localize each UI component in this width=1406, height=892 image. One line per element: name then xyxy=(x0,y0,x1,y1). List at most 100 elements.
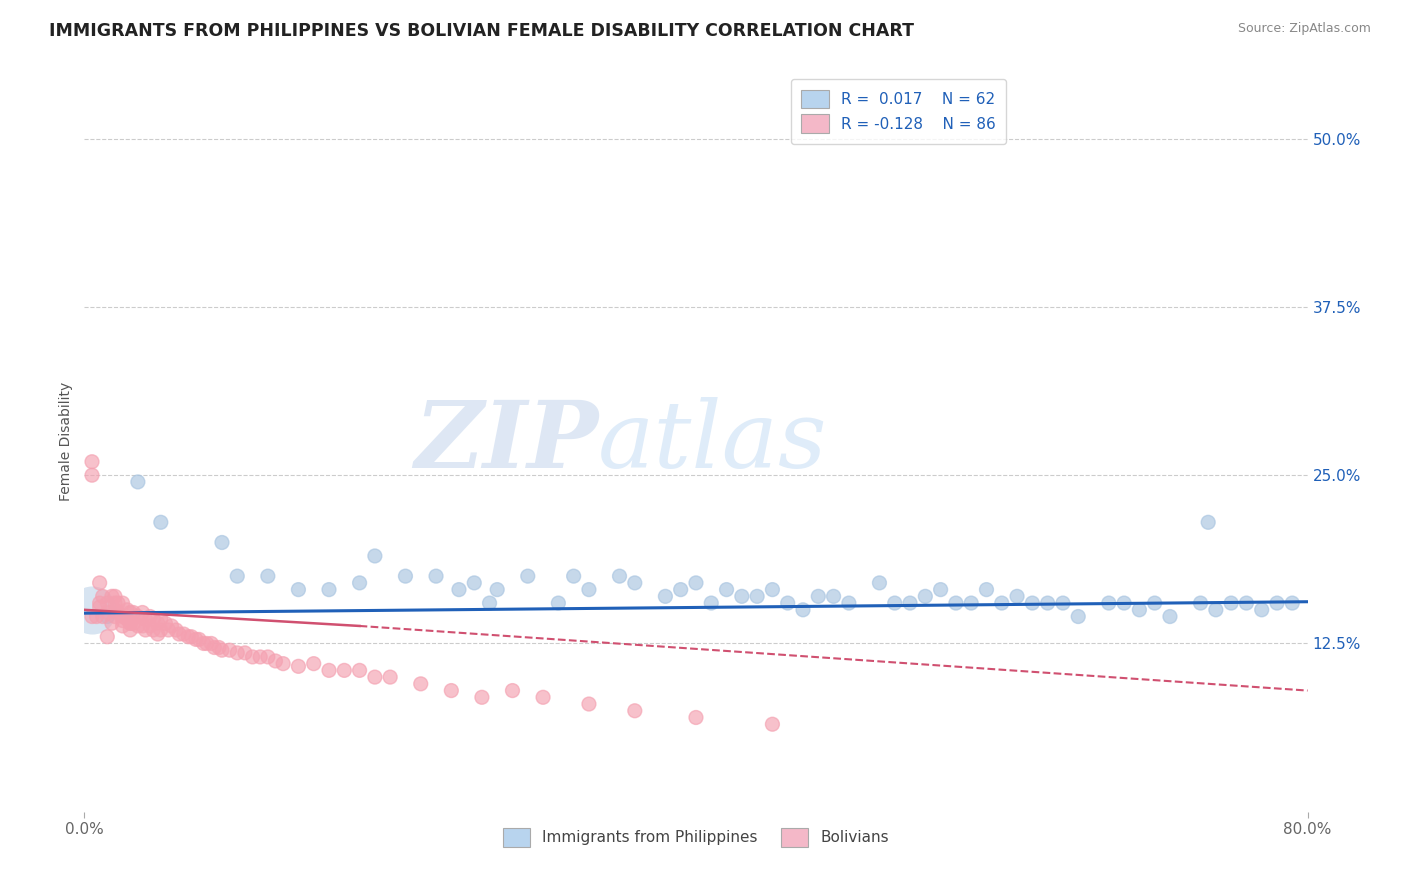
Point xyxy=(96,630,118,644)
Point xyxy=(96,596,118,610)
Point xyxy=(188,632,211,647)
Point xyxy=(516,569,538,583)
Point xyxy=(761,582,783,597)
Point xyxy=(838,596,860,610)
Point xyxy=(1036,596,1059,610)
Point xyxy=(120,616,142,631)
Text: IMMIGRANTS FROM PHILIPPINES VS BOLIVIAN FEMALE DISABILITY CORRELATION CHART: IMMIGRANTS FROM PHILIPPINES VS BOLIVIAN … xyxy=(49,22,914,40)
Point xyxy=(80,468,103,483)
Point xyxy=(139,609,162,624)
Point xyxy=(257,649,280,664)
Point xyxy=(89,600,111,615)
Point xyxy=(249,649,271,664)
Point xyxy=(195,636,218,650)
Point xyxy=(173,627,195,641)
Point xyxy=(127,609,149,624)
Point xyxy=(91,609,114,624)
Point xyxy=(669,582,692,597)
Point xyxy=(463,575,485,590)
Point xyxy=(486,582,509,597)
Point xyxy=(89,575,111,590)
Point xyxy=(202,640,225,655)
Point xyxy=(208,640,231,655)
Point xyxy=(991,596,1014,610)
Point xyxy=(1098,596,1121,610)
Point xyxy=(731,590,754,604)
Point xyxy=(624,575,647,590)
Point xyxy=(271,657,294,671)
Y-axis label: Female Disability: Female Disability xyxy=(59,382,73,501)
Point xyxy=(976,582,998,597)
Point xyxy=(425,569,447,583)
Point xyxy=(700,596,723,610)
Point xyxy=(478,596,501,610)
Point xyxy=(349,664,371,678)
Point xyxy=(394,569,416,583)
Point xyxy=(1250,603,1272,617)
Point xyxy=(1197,516,1219,530)
Point xyxy=(302,657,325,671)
Point xyxy=(96,606,118,620)
Point xyxy=(685,710,707,724)
Point xyxy=(142,612,165,626)
Point xyxy=(160,619,183,633)
Point xyxy=(945,596,967,610)
Point xyxy=(1281,596,1303,610)
Point xyxy=(869,575,891,590)
Text: ZIP: ZIP xyxy=(413,397,598,486)
Point xyxy=(257,569,280,583)
Point xyxy=(960,596,983,610)
Point xyxy=(914,590,936,604)
Point xyxy=(111,609,134,624)
Point xyxy=(101,590,124,604)
Point xyxy=(624,704,647,718)
Point xyxy=(146,616,169,631)
Point xyxy=(1205,603,1227,617)
Point xyxy=(364,670,387,684)
Point xyxy=(184,632,207,647)
Point xyxy=(349,575,371,590)
Point xyxy=(1189,596,1212,610)
Point xyxy=(80,603,103,617)
Point xyxy=(1052,596,1074,610)
Point xyxy=(200,636,222,650)
Point xyxy=(654,590,676,604)
Point xyxy=(1236,596,1258,610)
Point xyxy=(1159,609,1181,624)
Point xyxy=(80,609,103,624)
Point xyxy=(146,627,169,641)
Point xyxy=(107,596,129,610)
Point xyxy=(135,623,157,637)
Point xyxy=(761,717,783,731)
Point xyxy=(91,590,114,604)
Point xyxy=(122,606,145,620)
Legend: Immigrants from Philippines, Bolivians: Immigrants from Philippines, Bolivians xyxy=(494,819,898,856)
Point xyxy=(264,654,287,668)
Point xyxy=(747,590,769,604)
Point xyxy=(380,670,402,684)
Point xyxy=(131,606,153,620)
Point xyxy=(716,582,738,597)
Point xyxy=(104,590,127,604)
Point xyxy=(226,569,249,583)
Point xyxy=(101,616,124,631)
Point xyxy=(807,590,830,604)
Point xyxy=(111,619,134,633)
Point xyxy=(1005,590,1028,604)
Point xyxy=(531,690,554,705)
Point xyxy=(167,627,190,641)
Point xyxy=(149,612,172,626)
Point xyxy=(139,619,162,633)
Point xyxy=(149,516,172,530)
Point xyxy=(318,582,340,597)
Point xyxy=(792,603,814,617)
Point xyxy=(142,623,165,637)
Point xyxy=(115,603,138,617)
Point xyxy=(1143,596,1166,610)
Point xyxy=(104,603,127,617)
Point xyxy=(562,569,585,583)
Point xyxy=(193,636,215,650)
Point xyxy=(1128,603,1150,617)
Point xyxy=(883,596,905,610)
Point xyxy=(218,643,240,657)
